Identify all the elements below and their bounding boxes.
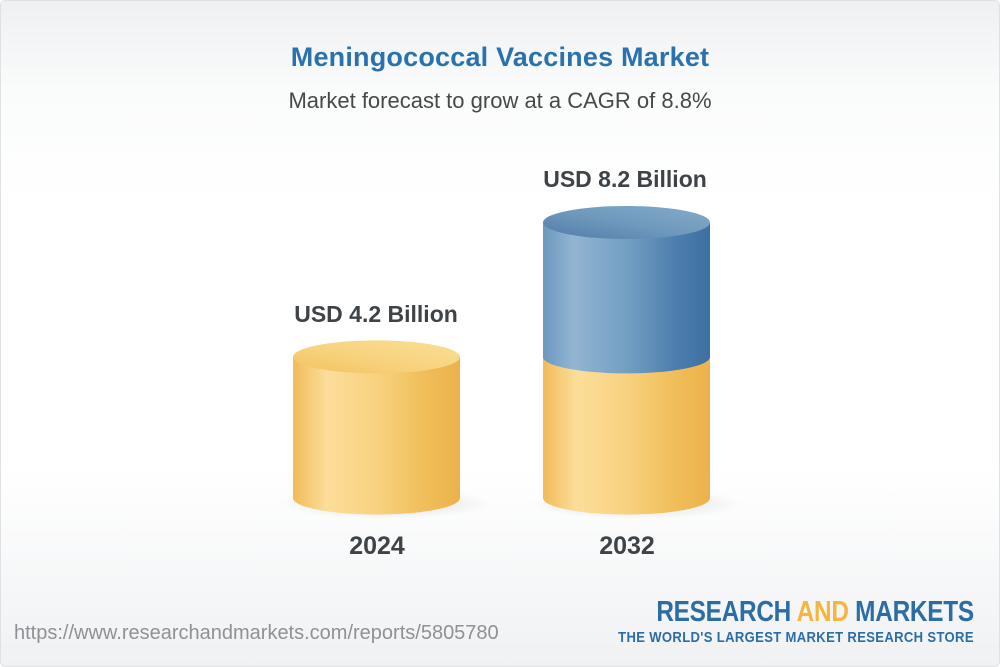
research-and-markets-logo: RESEARCH AND MARKETS THE WORLD'S LARGEST… <box>565 597 974 646</box>
cylinder-top-face-2024 <box>293 340 460 374</box>
logo-word-and: AND <box>796 596 849 628</box>
page-title: Meningococcal Vaccines Market <box>290 42 710 72</box>
logo-wordmark: RESEARCH AND MARKETS <box>631 597 974 628</box>
logo-tagline: THE WORLD'S LARGEST MARKET RESEARCH STOR… <box>618 629 974 646</box>
axis-label-2024: 2024 <box>349 532 405 560</box>
axis-label-2032: 2032 <box>599 532 655 560</box>
report-url[interactable]: https://www.researchandmarkets.com/repor… <box>14 622 499 644</box>
bar-value-label-2032: USD 8.2 Billion <box>543 166 707 192</box>
cylinder-base-segment-2024 <box>293 356 460 515</box>
cylinder-base-segment-2032 <box>543 356 710 515</box>
logo-word-markets: MARKETS <box>855 596 974 628</box>
bar-value-label-2024: USD 4.2 Billion <box>294 301 458 327</box>
cylinder-top-face-2032 <box>543 205 710 239</box>
logo-word-research: RESEARCH <box>656 596 792 628</box>
page-subtitle: Market forecast to grow at a CAGR of 8.8… <box>288 88 712 113</box>
cylinder-growth-segment-2032 <box>543 222 710 374</box>
